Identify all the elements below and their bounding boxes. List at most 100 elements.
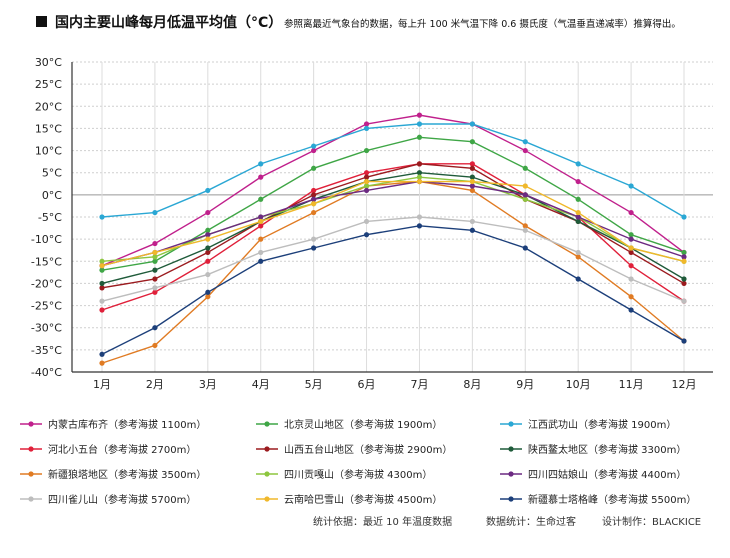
data-point — [681, 249, 687, 256]
data-point — [205, 294, 211, 300]
legend-swatch-dot — [264, 421, 270, 427]
data-point — [99, 280, 105, 287]
data-point — [522, 227, 528, 233]
x-tick-label: 9月 — [516, 378, 534, 391]
data-point — [152, 289, 158, 295]
data-point — [152, 325, 158, 331]
legend-label: 云南哈巴雪山（参考海拔 4500m） — [284, 493, 442, 506]
x-tick-label: 7月 — [410, 378, 428, 391]
footer-design: 设计制作：BLACKICE — [602, 515, 701, 528]
x-tick-label: 11月 — [619, 378, 644, 391]
legend-label: 山西五台山地区（参考海拔 2900m） — [284, 443, 452, 456]
legend-item: 陕西鳌太地区（参考海拔 3300m） — [500, 443, 686, 456]
legend-item: 四川贡嘎山（参考海拔 4300m） — [256, 468, 432, 481]
data-point — [522, 165, 528, 171]
data-point — [575, 254, 581, 260]
y-tick-label: -10°C — [31, 233, 62, 246]
data-point — [575, 214, 581, 220]
y-tick-label: 20°C — [35, 100, 62, 113]
data-point — [575, 276, 581, 282]
legend-swatch-dot — [508, 496, 514, 502]
series-lines — [99, 112, 687, 366]
data-point — [416, 112, 423, 118]
series-line — [101, 123, 685, 218]
data-point — [681, 254, 687, 260]
data-point — [628, 294, 634, 300]
data-point — [311, 187, 317, 194]
data-point — [681, 338, 687, 344]
legend-label: 新疆狼塔地区（参考海拔 3500m） — [48, 468, 206, 481]
title-marker — [36, 16, 47, 27]
series — [99, 178, 687, 269]
y-tick-label: -25°C — [31, 300, 62, 313]
data-point — [522, 147, 528, 154]
series-line — [101, 172, 685, 285]
data-point — [258, 174, 264, 180]
data-point — [152, 258, 158, 264]
data-point — [681, 298, 687, 304]
legend-label: 四川雀儿山（参考海拔 5700m） — [48, 493, 196, 506]
y-tick-label: -35°C — [31, 344, 62, 357]
data-point — [628, 263, 634, 269]
data-point — [205, 249, 211, 256]
data-point — [152, 285, 158, 291]
y-tick-label: -5°C — [38, 211, 62, 224]
x-tick-label: 4月 — [252, 378, 270, 391]
data-point — [311, 245, 317, 251]
data-point — [575, 161, 581, 167]
data-point — [363, 147, 370, 154]
data-point — [363, 232, 370, 238]
series-line — [101, 180, 685, 267]
x-tick-label: 6月 — [358, 378, 376, 391]
y-tick-label: 30°C — [35, 56, 62, 69]
data-point — [152, 276, 158, 282]
data-point — [628, 183, 634, 189]
data-point — [469, 218, 475, 225]
data-point — [363, 170, 370, 176]
legend-label: 内蒙古库布齐（参考海拔 1100m） — [48, 418, 206, 431]
data-point — [311, 196, 317, 202]
data-point — [681, 258, 687, 264]
legend-swatch-dot — [28, 421, 34, 427]
series — [99, 170, 687, 287]
data-point — [152, 209, 158, 216]
legend-swatch-dot — [264, 496, 270, 502]
footer-source: 统计依据：最近 10 年温度数据 — [313, 515, 452, 528]
data-point — [99, 267, 105, 273]
data-point — [469, 161, 475, 167]
data-point — [628, 209, 634, 216]
legend-swatch-dot — [264, 446, 270, 452]
data-point — [205, 245, 211, 251]
data-point — [469, 187, 475, 194]
data-point — [99, 351, 105, 357]
data-point — [628, 276, 634, 282]
series-line — [101, 114, 685, 267]
data-point — [258, 214, 264, 220]
x-tick-label: 5月 — [305, 378, 323, 391]
footer-stats: 数据统计：生命过客 — [486, 515, 576, 528]
y-tick-label: 25°C — [35, 78, 62, 91]
y-tick-label: 5°C — [42, 167, 62, 180]
legend-swatch-dot — [28, 471, 34, 477]
legend-item: 内蒙古库布齐（参考海拔 1100m） — [20, 418, 206, 431]
data-point — [205, 258, 211, 264]
y-axis-ticks: 30°C 25°C 20°C 15°C 10°C 5°C 0°C -5°C -10°C -15°C… — [31, 56, 62, 379]
y-tick-label: 10°C — [35, 145, 62, 158]
series — [99, 134, 687, 273]
legend-label: 陕西鳌太地区（参考海拔 3300m） — [528, 443, 686, 456]
data-point — [258, 161, 264, 167]
data-point — [628, 236, 634, 242]
series-line — [101, 180, 685, 364]
y-tick-label: 0°C — [42, 189, 62, 202]
data-point — [311, 236, 317, 242]
series — [99, 223, 687, 357]
x-tick-label: 8月 — [463, 378, 481, 391]
y-tick-label: -20°C — [31, 277, 62, 290]
data-point — [363, 174, 370, 180]
x-tick-label: 12月 — [672, 378, 697, 391]
series-line — [101, 180, 685, 267]
data-point — [205, 289, 211, 295]
data-point — [416, 214, 423, 220]
data-point — [311, 209, 317, 216]
legend-swatch-dot — [508, 471, 514, 477]
